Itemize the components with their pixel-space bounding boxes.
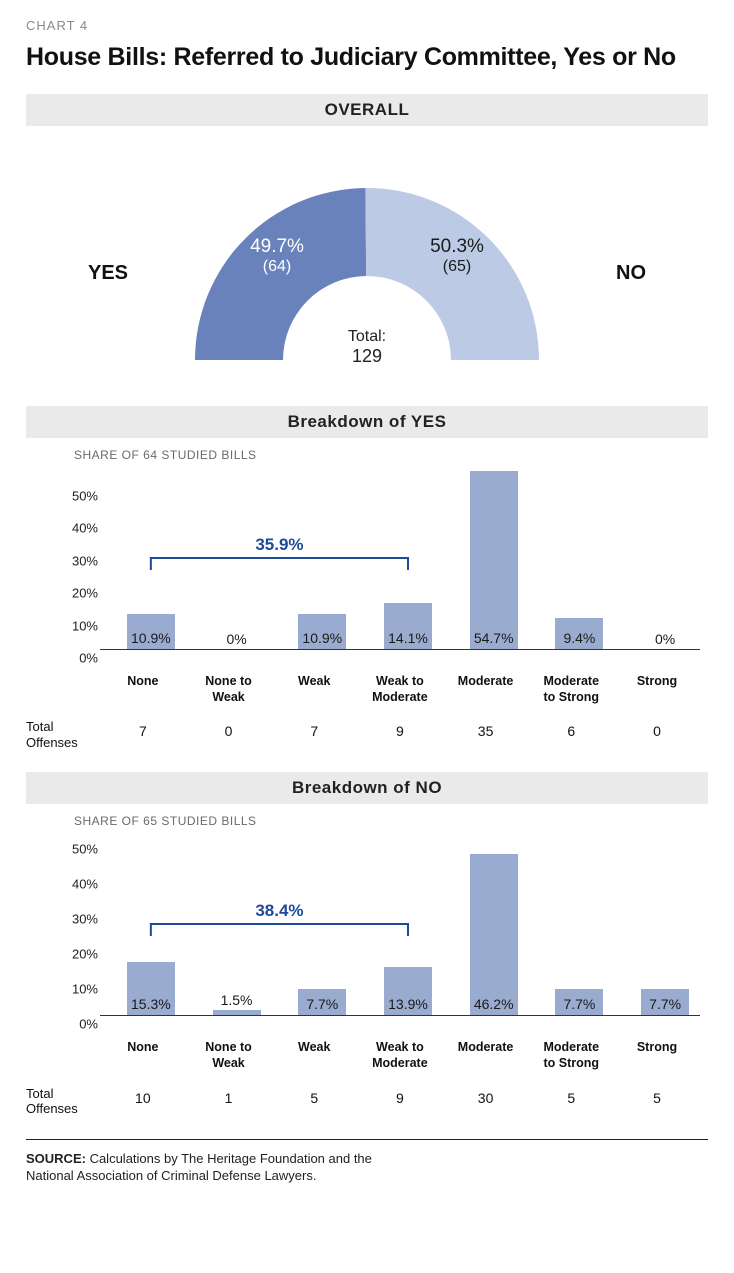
category-label: Weak toModerate	[357, 1040, 443, 1071]
offense-count: 35	[443, 719, 529, 741]
no-caption: SHARE OF 65 STUDIED BILLS	[74, 814, 708, 828]
category-label: Moderate	[443, 1040, 529, 1071]
offense-count: 7	[271, 719, 357, 741]
bracket-line	[151, 558, 408, 570]
y-tick-label: 20%	[60, 586, 98, 601]
offense-count: 6	[528, 719, 614, 741]
donut-yes-label: YES	[88, 262, 128, 285]
donut-yes-values: 49.7% (64)	[232, 236, 322, 276]
overall-band: OVERALL	[26, 94, 708, 126]
y-tick-label: 10%	[60, 618, 98, 633]
no-offenses-label: TotalOffenses	[26, 1086, 100, 1117]
offense-count: 0	[186, 719, 272, 741]
offense-count: 9	[357, 719, 443, 741]
y-tick-label: 50%	[60, 488, 98, 503]
yes-breakdown: Breakdown of YES SHARE OF 64 STUDIED BIL…	[26, 406, 708, 750]
category-label: None toWeak	[186, 674, 272, 705]
category-label: Moderateto Strong	[528, 674, 614, 705]
no-offenses-row: 101593055	[100, 1086, 700, 1108]
no-barchart: 15.3%1.5%7.7%13.9%46.2%7.7%7.7%38.4%0%10…	[60, 834, 700, 1034]
no-band: Breakdown of NO	[26, 772, 708, 804]
chart-title: House Bills: Referred to Judiciary Commi…	[26, 43, 708, 72]
bracket-line	[151, 924, 408, 936]
overall-donut: YES NO 49.7% (64) 50.3% (65) Total: 129	[26, 136, 708, 386]
source-label: SOURCE:	[26, 1151, 86, 1166]
y-tick-label: 0%	[60, 651, 98, 666]
offense-count: 30	[443, 1086, 529, 1108]
y-tick-label: 40%	[60, 521, 98, 536]
yes-barchart: 10.9%0%10.9%14.1%54.7%9.4%0%35.9%0%10%20…	[60, 468, 700, 668]
donut-yes-pct: 49.7%	[232, 236, 322, 258]
offense-count: 5	[528, 1086, 614, 1108]
category-label: Weak	[271, 674, 357, 705]
source-rule	[26, 1139, 708, 1140]
y-tick-label: 30%	[60, 912, 98, 927]
category-label: Moderateto Strong	[528, 1040, 614, 1071]
no-category-row: NoneNone toWeakWeakWeak toModerateModera…	[100, 1040, 700, 1071]
yes-band: Breakdown of YES	[26, 406, 708, 438]
category-label: Weak toModerate	[357, 674, 443, 705]
offense-count: 10	[100, 1086, 186, 1108]
yes-offenses-row: 70793560	[100, 719, 700, 741]
donut-no-values: 50.3% (65)	[412, 236, 502, 276]
offense-count: 5	[614, 1086, 700, 1108]
category-label: None toWeak	[186, 1040, 272, 1071]
chart-kicker: CHART 4	[26, 18, 708, 33]
category-label: None	[100, 674, 186, 705]
y-tick-label: 0%	[60, 1017, 98, 1032]
y-tick-label: 10%	[60, 982, 98, 997]
bracket-label: 35.9%	[255, 535, 303, 554]
category-label: Weak	[271, 1040, 357, 1071]
category-label: None	[100, 1040, 186, 1071]
category-label: Moderate	[443, 674, 529, 705]
y-tick-label: 30%	[60, 553, 98, 568]
no-breakdown: Breakdown of NO SHARE OF 65 STUDIED BILL…	[26, 772, 708, 1116]
donut-total: Total: 129	[348, 328, 386, 367]
source-line: SOURCE: Calculations by The Heritage Fou…	[26, 1150, 386, 1185]
offense-count: 9	[357, 1086, 443, 1108]
y-tick-label: 50%	[60, 842, 98, 857]
donut-no-label: NO	[616, 262, 646, 285]
offense-count: 7	[100, 719, 186, 741]
bracket-label: 38.4%	[255, 901, 303, 920]
category-label: Strong	[614, 1040, 700, 1071]
yes-category-row: NoneNone toWeakWeakWeak toModerateModera…	[100, 674, 700, 705]
donut-yes-count: (64)	[232, 258, 322, 276]
donut-no-pct: 50.3%	[412, 236, 502, 258]
yes-offenses-label: TotalOffenses	[26, 719, 100, 750]
y-tick-label: 20%	[60, 947, 98, 962]
offense-count: 5	[271, 1086, 357, 1108]
offense-count: 1	[186, 1086, 272, 1108]
donut-total-value: 129	[348, 346, 386, 367]
donut-no-count: (65)	[412, 258, 502, 276]
offense-count: 0	[614, 719, 700, 741]
donut-total-label: Total:	[348, 328, 386, 346]
category-label: Strong	[614, 674, 700, 705]
y-tick-label: 40%	[60, 877, 98, 892]
yes-caption: SHARE OF 64 STUDIED BILLS	[74, 448, 708, 462]
